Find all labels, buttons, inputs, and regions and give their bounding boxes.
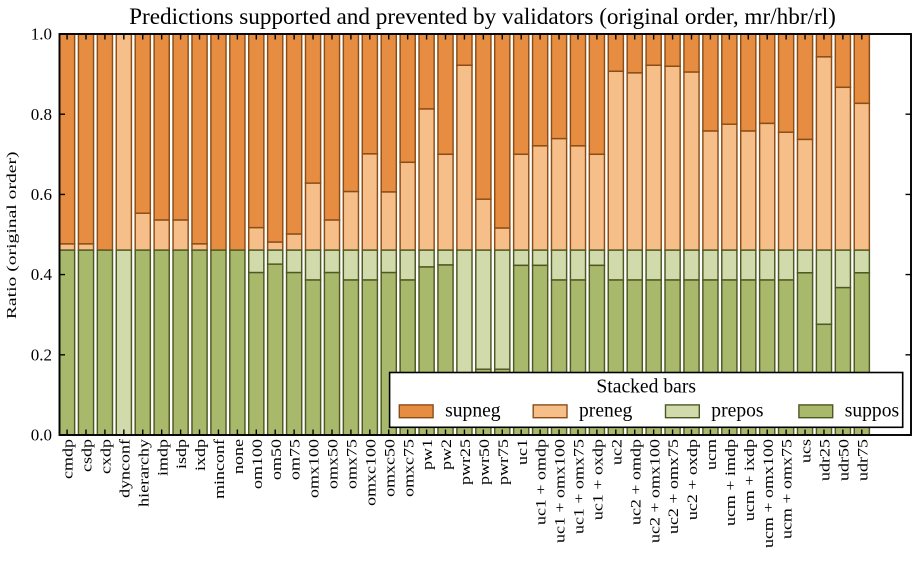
svg-text:ucm + ixdp: ucm + ixdp bbox=[741, 439, 758, 521]
svg-text:uc2: uc2 bbox=[608, 439, 625, 465]
svg-text:uc2 + omx75: uc2 + omx75 bbox=[665, 439, 682, 534]
svg-text:pwr75: pwr75 bbox=[495, 439, 512, 485]
svg-text:ucm + imdp: ucm + imdp bbox=[722, 439, 739, 526]
svg-text:supneg: supneg bbox=[445, 401, 501, 422]
svg-text:dynconf: dynconf bbox=[116, 438, 133, 498]
svg-text:0.8: 0.8 bbox=[31, 105, 52, 124]
svg-text:omx50: omx50 bbox=[324, 439, 341, 489]
svg-text:omxc75: omxc75 bbox=[400, 439, 417, 497]
svg-text:udr75: udr75 bbox=[854, 439, 871, 481]
svg-text:udr50: udr50 bbox=[835, 439, 852, 481]
svg-text:suppos: suppos bbox=[845, 401, 899, 422]
svg-text:0.6: 0.6 bbox=[31, 185, 52, 204]
svg-text:minconf: minconf bbox=[211, 438, 228, 499]
svg-text:preneg: preneg bbox=[579, 401, 633, 422]
svg-text:uc1: uc1 bbox=[514, 439, 531, 465]
svg-text:om100: om100 bbox=[249, 439, 266, 489]
svg-text:pw2: pw2 bbox=[438, 439, 455, 470]
svg-text:om75: om75 bbox=[286, 439, 303, 480]
svg-text:csdp: csdp bbox=[78, 439, 95, 472]
svg-text:uc1 + omx75: uc1 + omx75 bbox=[570, 439, 587, 534]
svg-text:pwr50: pwr50 bbox=[476, 439, 493, 485]
svg-text:pwr25: pwr25 bbox=[457, 439, 474, 485]
svg-text:Ratio (original order): Ratio (original order) bbox=[4, 151, 20, 319]
svg-text:omx75: omx75 bbox=[343, 439, 360, 489]
svg-text:ucs: ucs bbox=[797, 439, 814, 463]
svg-text:ucm + omx75: ucm + omx75 bbox=[778, 439, 795, 539]
svg-text:om50: om50 bbox=[268, 439, 285, 480]
svg-text:omx100: omx100 bbox=[305, 439, 322, 498]
svg-text:uc2 + oxdp: uc2 + oxdp bbox=[684, 439, 701, 520]
svg-text:1.0: 1.0 bbox=[31, 25, 52, 44]
svg-text:uc2 + omx100: uc2 + omx100 bbox=[646, 439, 663, 543]
svg-text:0.2: 0.2 bbox=[31, 345, 52, 364]
svg-text:omxc100: omxc100 bbox=[362, 439, 379, 506]
svg-text:Predictions supported and prev: Predictions supported and prevented by v… bbox=[129, 4, 836, 30]
svg-text:uc1 + oxdp: uc1 + oxdp bbox=[589, 439, 606, 520]
svg-text:uc1 + omdp: uc1 + omdp bbox=[532, 439, 549, 525]
svg-text:ixdp: ixdp bbox=[192, 439, 209, 471]
svg-text:ucm + omx100: ucm + omx100 bbox=[760, 439, 777, 548]
svg-text:uc2 + omdp: uc2 + omdp bbox=[627, 439, 644, 525]
svg-text:imdp: imdp bbox=[154, 439, 171, 476]
svg-text:uc1 + omx100: uc1 + omx100 bbox=[551, 439, 568, 543]
svg-text:0.4: 0.4 bbox=[31, 265, 53, 284]
svg-text:prepos: prepos bbox=[711, 401, 763, 422]
svg-text:0.0: 0.0 bbox=[31, 426, 52, 445]
svg-text:none: none bbox=[230, 439, 247, 474]
svg-text:ucm: ucm bbox=[703, 439, 720, 470]
svg-text:Stacked bars: Stacked bars bbox=[596, 377, 696, 398]
svg-text:hierarchy: hierarchy bbox=[135, 438, 152, 507]
svg-text:udr25: udr25 bbox=[816, 439, 833, 481]
svg-text:omxc50: omxc50 bbox=[381, 439, 398, 497]
svg-text:cxdp: cxdp bbox=[97, 439, 114, 474]
svg-text:isdp: isdp bbox=[173, 439, 190, 469]
svg-text:cmdp: cmdp bbox=[59, 439, 76, 479]
svg-text:pw1: pw1 bbox=[419, 439, 436, 470]
